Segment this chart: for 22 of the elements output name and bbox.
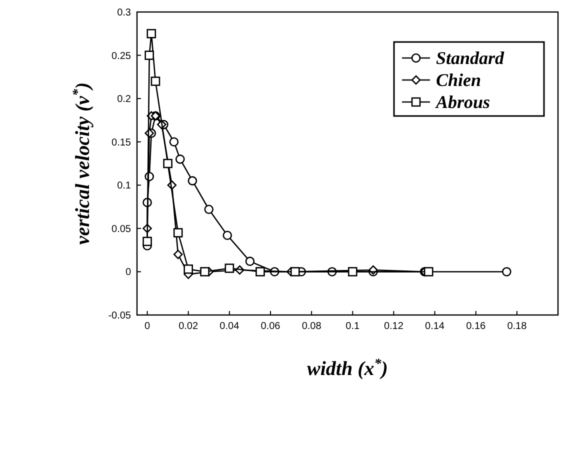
legend-label: Standard [436, 48, 506, 68]
y-tick-label: 0 [125, 267, 132, 278]
x-tick-label: 0.1 [346, 321, 360, 332]
y-tick-label: 0.15 [112, 137, 132, 148]
y-tick-label: 0.05 [112, 224, 132, 235]
y-tick-label: 0.1 [117, 180, 132, 192]
x-tick-label: 0.12 [384, 321, 404, 332]
x-tick-label: 0.04 [220, 321, 240, 332]
y-tick-label: 0.3 [117, 8, 132, 18]
x-tick-label: 0.08 [302, 321, 322, 332]
x-tick-label: 0.14 [425, 321, 445, 332]
legend-label: Chien [436, 70, 482, 90]
legend-label: Abrous [435, 92, 490, 112]
x-axis-title: width (x$^{*}$) [307, 356, 388, 380]
y-tick-label: 0.2 [117, 94, 132, 106]
x-tick-label: 0 [144, 321, 150, 332]
x-tick-label: 0.02 [178, 321, 199, 332]
x-tick-label: 0.16 [466, 321, 486, 332]
y-tick-label: -0.05 [108, 310, 132, 322]
x-tick-label: 0.18 [507, 321, 528, 332]
x-tick-label: 0.06 [260, 321, 281, 332]
y-tick-label: 0.25 [112, 50, 132, 62]
